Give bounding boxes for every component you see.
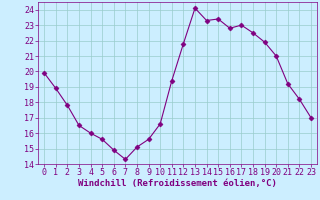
X-axis label: Windchill (Refroidissement éolien,°C): Windchill (Refroidissement éolien,°C) bbox=[78, 179, 277, 188]
